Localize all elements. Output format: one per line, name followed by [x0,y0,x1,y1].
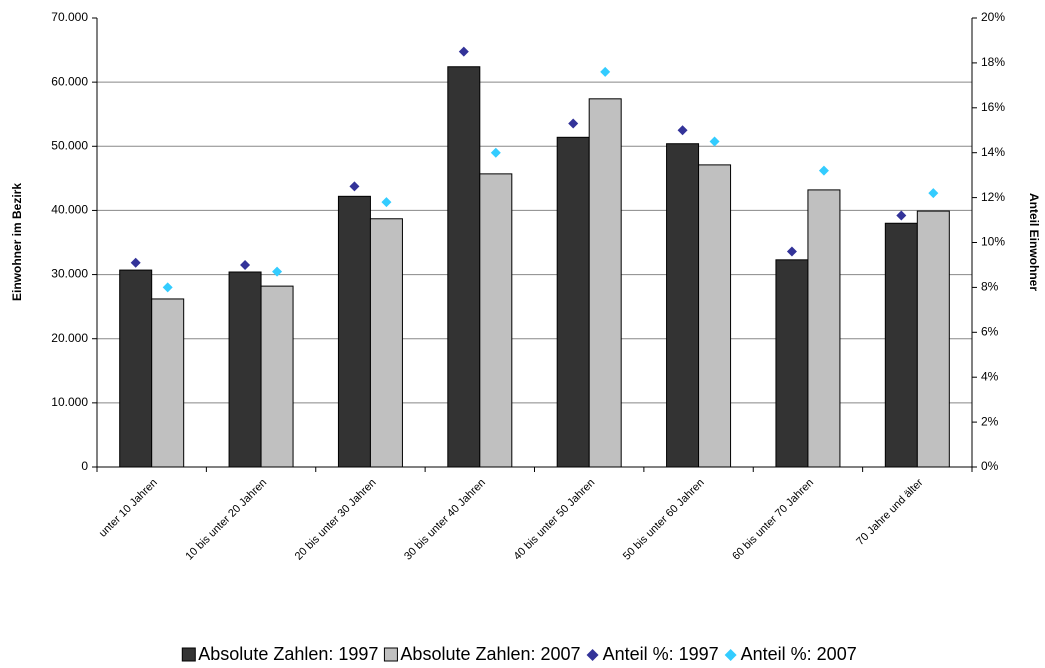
y2-tick-label: 0% [981,459,999,473]
marker [818,165,829,176]
marker [709,136,720,147]
bar [447,66,481,468]
legend-symbol [724,649,737,661]
y-tick-label: 20.000 [51,331,88,345]
y2-tick-label: 16% [981,100,1005,114]
bar [588,98,622,468]
marker [600,66,611,77]
legend-item: Absolute Zahlen: 2007 [383,644,581,664]
y-tick-label: 30.000 [51,267,88,281]
legend-item: Anteil %: 1997 [586,644,719,664]
y2-tick-label: 20% [981,10,1005,24]
bar [807,189,841,468]
y2-tick-label: 8% [981,280,999,294]
y-axis-title: Einwohner im Bezirk [10,183,24,301]
bar [119,269,153,468]
legend-item: Absolute Zahlen: 1997 [181,644,378,664]
legend-symbol [383,647,398,662]
marker [786,246,797,257]
legend-symbol [586,649,599,661]
marker [928,188,939,199]
y-tick-label: 0 [81,459,88,473]
bar [884,222,918,468]
y2-tick-label: 10% [981,235,1005,249]
legend-symbol [181,647,196,662]
x-tick-label: 50 bis unter 60 Jahren [621,477,707,563]
bar [260,285,294,468]
marker [162,282,173,293]
bar [479,173,513,468]
y2-tick-label: 18% [981,55,1005,69]
bar [775,259,809,468]
marker [272,266,283,277]
bar [666,143,700,468]
x-tick-label: 60 bis unter 70 Jahren [730,477,816,563]
y-tick-label: 10.000 [51,395,88,409]
x-tick-label: 10 bis unter 20 Jahren [183,477,269,563]
marker [349,181,360,192]
legend-label: Absolute Zahlen: 1997 [198,644,378,664]
bar [228,271,262,468]
y-tick-label: 50.000 [51,138,88,152]
marker [677,125,688,136]
marker [130,257,141,268]
y-tick-label: 40.000 [51,203,88,217]
legend-label: Absolute Zahlen: 2007 [400,644,580,664]
x-tick-label: 40 bis unter 50 Jahren [511,477,597,563]
bar [698,164,732,468]
legend-label: Anteil %: 2007 [741,644,857,664]
bar [916,210,950,468]
x-tick-label: 70 Jahre und älter [854,476,925,547]
y2-tick-label: 4% [981,369,999,383]
bar [369,218,403,468]
legend-item: Anteil %: 2007 [724,644,857,664]
marker [490,147,501,158]
marker [240,259,251,270]
bar [337,195,371,468]
x-tick-label: 30 bis unter 40 Jahren [402,477,488,563]
legend-label: Anteil %: 1997 [603,644,719,664]
y-tick-label: 60.000 [51,74,88,88]
y-tick-label: 70.000 [51,10,88,24]
x-tick-label: unter 10 Jahren [97,477,160,540]
y2-axis-title: Anteil Einwohner [1027,193,1041,291]
bar [556,136,590,468]
marker [381,197,392,208]
marker [458,46,469,57]
y2-tick-label: 14% [981,145,1005,159]
marker [568,118,579,129]
y2-tick-label: 12% [981,190,1005,204]
y2-tick-label: 6% [981,324,999,338]
y2-tick-label: 2% [981,414,999,428]
bar [151,298,185,468]
x-tick-label: 20 bis unter 30 Jahren [293,477,379,563]
marker [896,210,907,221]
